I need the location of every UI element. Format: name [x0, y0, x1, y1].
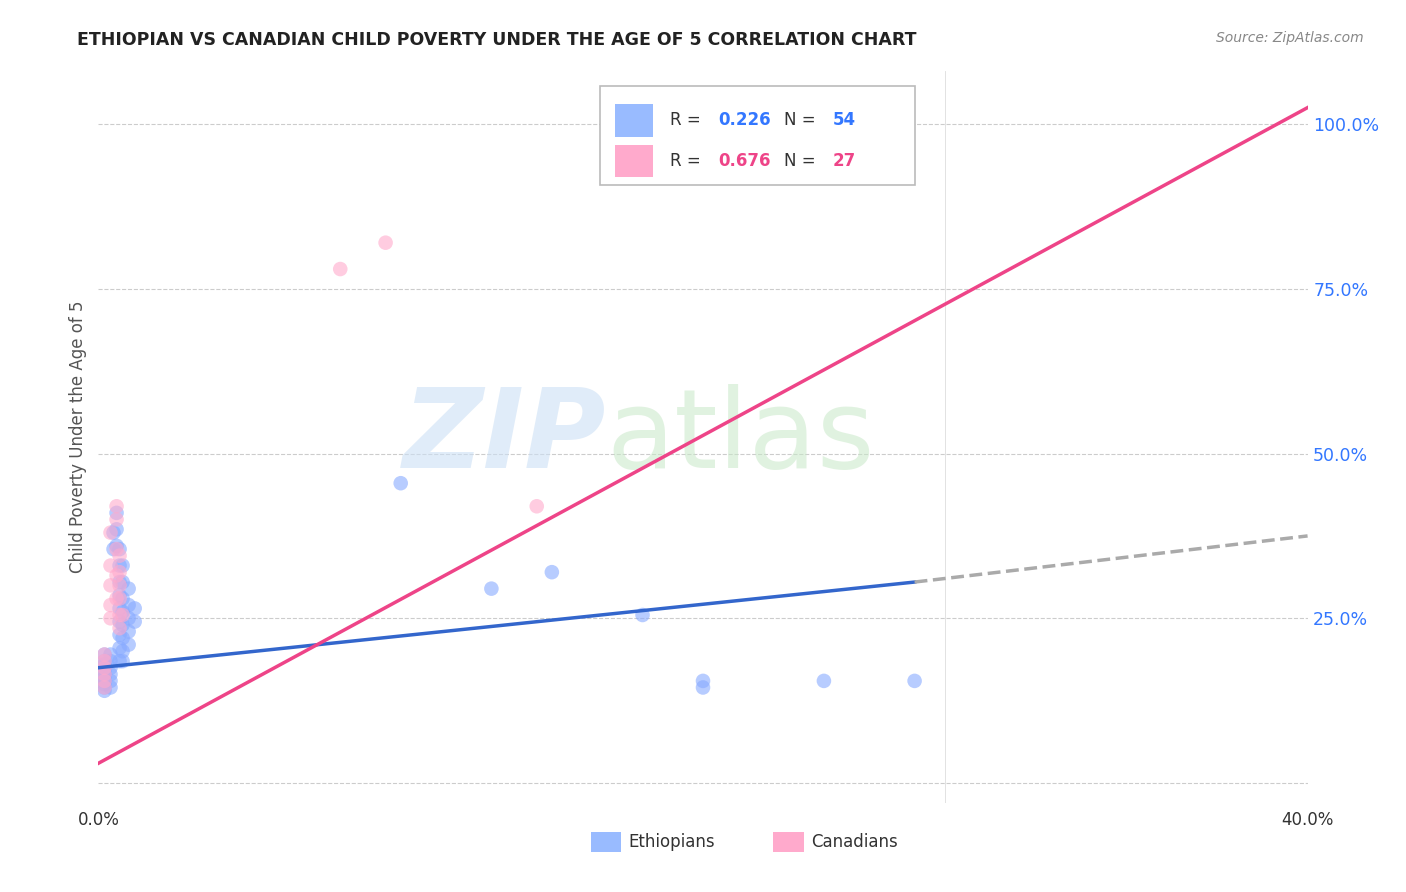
- Point: [93, 681, 115, 695]
- Point: [93, 648, 115, 662]
- Text: ZIP: ZIP: [402, 384, 606, 491]
- Point: [93, 681, 115, 695]
- Point: [108, 549, 131, 563]
- Point: [111, 605, 134, 619]
- Point: [111, 644, 134, 658]
- Point: [118, 638, 141, 652]
- Point: [111, 654, 134, 668]
- Point: [108, 575, 131, 590]
- Point: [93, 671, 115, 685]
- Point: [111, 575, 134, 590]
- Point: [93, 661, 115, 675]
- Point: [93, 673, 115, 688]
- Point: [100, 578, 122, 592]
- Point: [108, 588, 131, 602]
- Point: [103, 542, 125, 557]
- Point: [481, 582, 503, 596]
- Point: [105, 542, 128, 557]
- Text: atlas: atlas: [606, 384, 875, 491]
- Point: [100, 558, 122, 573]
- Point: [105, 522, 128, 536]
- Point: [111, 607, 134, 622]
- Point: [93, 654, 115, 668]
- Point: [108, 607, 131, 622]
- Point: [540, 565, 562, 579]
- Point: [105, 591, 128, 606]
- Point: [93, 667, 115, 681]
- Text: 0.226: 0.226: [718, 112, 772, 129]
- Point: [93, 677, 115, 691]
- Point: [108, 601, 131, 615]
- Point: [108, 621, 131, 635]
- FancyBboxPatch shape: [600, 86, 915, 185]
- Point: [103, 525, 125, 540]
- Text: R =: R =: [671, 112, 706, 129]
- Point: [105, 506, 128, 520]
- Text: Source: ZipAtlas.com: Source: ZipAtlas.com: [1216, 31, 1364, 45]
- Point: [813, 673, 835, 688]
- Point: [108, 640, 131, 655]
- Point: [124, 615, 146, 629]
- Y-axis label: Child Poverty Under the Age of 5: Child Poverty Under the Age of 5: [69, 301, 87, 574]
- Point: [93, 654, 115, 668]
- Point: [93, 667, 115, 681]
- Point: [100, 673, 122, 688]
- Point: [108, 654, 131, 668]
- Point: [108, 558, 131, 573]
- Point: [111, 631, 134, 645]
- Point: [389, 476, 412, 491]
- Point: [108, 615, 131, 629]
- Point: [105, 539, 128, 553]
- Point: [124, 601, 146, 615]
- Point: [904, 673, 927, 688]
- Point: [93, 648, 115, 662]
- Text: N =: N =: [785, 112, 821, 129]
- Point: [108, 542, 131, 557]
- Point: [93, 661, 115, 675]
- Text: R =: R =: [671, 152, 706, 169]
- Point: [100, 681, 122, 695]
- Point: [111, 558, 134, 573]
- Point: [93, 683, 115, 698]
- Bar: [614, 145, 654, 178]
- Text: 27: 27: [832, 152, 856, 169]
- Point: [631, 607, 654, 622]
- Point: [692, 681, 714, 695]
- Point: [100, 525, 122, 540]
- Point: [111, 618, 134, 632]
- Point: [526, 500, 548, 514]
- Point: [93, 673, 115, 688]
- Point: [118, 611, 141, 625]
- Point: [105, 500, 128, 514]
- Point: [100, 598, 122, 612]
- Point: [108, 565, 131, 579]
- Point: [105, 568, 128, 582]
- Text: 54: 54: [832, 112, 855, 129]
- Point: [100, 661, 122, 675]
- Point: [108, 628, 131, 642]
- Bar: [614, 104, 654, 137]
- Point: [108, 591, 131, 606]
- Point: [93, 664, 115, 678]
- Point: [329, 262, 352, 277]
- Point: [118, 582, 141, 596]
- Text: N =: N =: [785, 152, 821, 169]
- Point: [374, 235, 396, 250]
- Point: [889, 117, 911, 131]
- Text: 0.676: 0.676: [718, 152, 772, 169]
- Point: [93, 657, 115, 672]
- Point: [692, 673, 714, 688]
- Point: [118, 624, 141, 639]
- Point: [105, 512, 128, 526]
- Text: ETHIOPIAN VS CANADIAN CHILD POVERTY UNDER THE AGE OF 5 CORRELATION CHART: ETHIOPIAN VS CANADIAN CHILD POVERTY UNDE…: [77, 31, 917, 49]
- Point: [100, 667, 122, 681]
- Point: [100, 654, 122, 668]
- Text: Ethiopians: Ethiopians: [628, 833, 716, 851]
- Point: [100, 648, 122, 662]
- Point: [111, 591, 134, 606]
- Point: [118, 598, 141, 612]
- Point: [108, 578, 131, 592]
- Point: [100, 611, 122, 625]
- Text: Canadians: Canadians: [811, 833, 898, 851]
